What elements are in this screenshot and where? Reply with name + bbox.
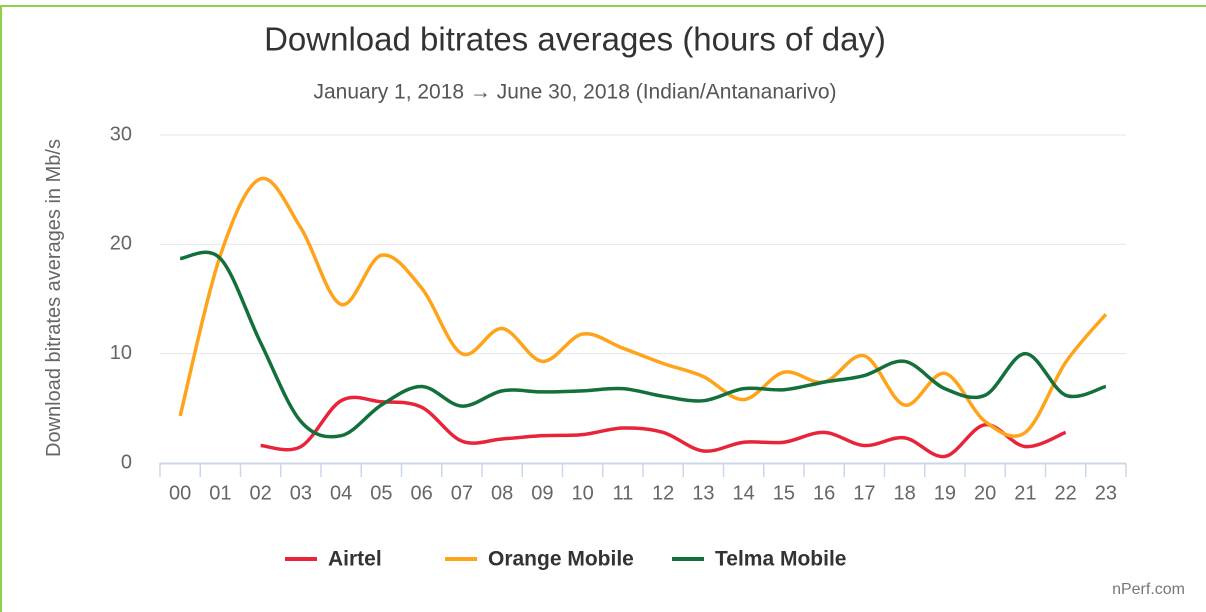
x-tick-label: 08 — [491, 482, 513, 504]
x-tick-label: 16 — [813, 482, 835, 504]
x-tick-label: 05 — [370, 482, 392, 504]
series-line — [178, 176, 1108, 438]
x-tick-label: 21 — [1014, 482, 1036, 504]
x-tick-label: 07 — [451, 482, 473, 504]
y-axis-label: Download bitrates averages in Mb/s — [43, 139, 65, 457]
x-tick-label: 01 — [209, 482, 231, 504]
x-tick-label: 15 — [773, 482, 795, 504]
y-tick-label: 30 — [110, 123, 132, 145]
x-tick-label: 00 — [169, 482, 191, 504]
x-tick-label: 09 — [531, 482, 553, 504]
x-tick-label: 13 — [692, 482, 714, 504]
x-tick-label: 20 — [974, 482, 996, 504]
credits: nPerf.com — [1112, 581, 1185, 598]
x-tick-label: 03 — [290, 482, 312, 504]
legend-label: Telma Mobile — [715, 548, 846, 571]
x-tick-label: 18 — [894, 482, 916, 504]
x-tick-label: 14 — [733, 482, 755, 504]
x-tick-label: 12 — [652, 482, 674, 504]
legend-label: Airtel — [328, 548, 382, 571]
chart-title: Download bitrates averages (hours of day… — [264, 21, 886, 58]
x-tick-label: 10 — [572, 482, 594, 504]
x-tick-label: 06 — [411, 482, 433, 504]
frame — [0, 5, 1206, 612]
x-tick-label: 23 — [1095, 482, 1117, 504]
y-tick-label: 0 — [121, 451, 132, 473]
chart-subtitle: January 1, 2018 → June 30, 2018 (Indian/… — [313, 81, 836, 104]
x-tick-label: 17 — [853, 482, 875, 504]
x-tick-label: 11 — [612, 482, 633, 504]
y-tick-label: 10 — [110, 342, 132, 364]
x-tick-label: 19 — [934, 482, 956, 504]
series-line — [179, 250, 1107, 439]
y-tick-label: 20 — [110, 233, 132, 255]
x-tick-label: 04 — [330, 482, 352, 504]
x-tick-label: 22 — [1055, 482, 1077, 504]
legend-label: Orange Mobile — [488, 548, 634, 571]
x-tick-label: 02 — [250, 482, 272, 504]
